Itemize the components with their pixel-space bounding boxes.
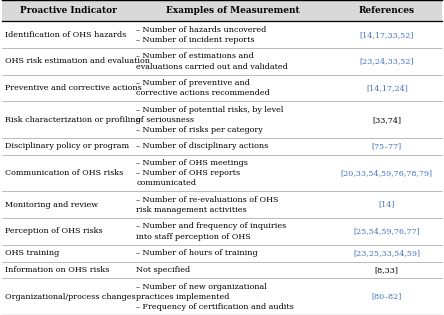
- Bar: [2, 218, 442, 245]
- Bar: [2, 192, 442, 218]
- Text: – Number of hours of training: – Number of hours of training: [136, 249, 258, 257]
- Text: – Number of new organizational
practices implemented
– Frequency of certificatio: – Number of new organizational practices…: [136, 283, 294, 311]
- Bar: [2, 262, 442, 278]
- Text: [8,33]: [8,33]: [375, 266, 399, 274]
- Bar: [2, 48, 442, 75]
- Text: Monitoring and review: Monitoring and review: [5, 201, 98, 209]
- Text: Disciplinary policy or program: Disciplinary policy or program: [5, 142, 129, 151]
- Text: Preventive and corrective actions: Preventive and corrective actions: [5, 84, 142, 92]
- Text: [23,24,33,52]: [23,24,33,52]: [360, 57, 414, 66]
- Text: References: References: [359, 6, 415, 15]
- Bar: [2, 138, 442, 155]
- Text: [23,25,33,54,59]: [23,25,33,54,59]: [353, 249, 420, 257]
- Text: Communication of OHS risks: Communication of OHS risks: [5, 169, 123, 177]
- Text: Organizational/process changes: Organizational/process changes: [5, 293, 135, 301]
- Bar: [2, 155, 442, 192]
- Bar: [2, 278, 442, 315]
- Text: OHS training: OHS training: [5, 249, 59, 257]
- Bar: [2, 75, 442, 101]
- Text: Perception of OHS risks: Perception of OHS risks: [5, 227, 103, 236]
- Text: – Number of re-evaluations of OHS
risk management activities: – Number of re-evaluations of OHS risk m…: [136, 196, 279, 214]
- Text: [14,17,33,52]: [14,17,33,52]: [360, 31, 414, 39]
- Bar: [2, 245, 442, 262]
- Text: [80–82]: [80–82]: [372, 293, 402, 301]
- Bar: [2, 21, 442, 48]
- Text: [75–77]: [75–77]: [372, 142, 402, 151]
- Text: – Number and frequency of inquiries
into staff perception of OHS: – Number and frequency of inquiries into…: [136, 222, 286, 241]
- Text: [14,17,24]: [14,17,24]: [366, 84, 408, 92]
- Text: OHS risk estimation and evaluation: OHS risk estimation and evaluation: [5, 57, 150, 66]
- Text: – Number of estimations and
evaluations carried out and validated: – Number of estimations and evaluations …: [136, 52, 288, 71]
- Text: [14]: [14]: [379, 201, 395, 209]
- Bar: [2, 101, 442, 138]
- Text: Not specified: Not specified: [136, 266, 190, 274]
- Text: Risk characterization or profiling: Risk characterization or profiling: [5, 116, 140, 124]
- Text: – Number of OHS meetings
– Number of OHS reports
communicated: – Number of OHS meetings – Number of OHS…: [136, 159, 248, 187]
- Text: – Number of hazards uncovered
– Number of incident reports: – Number of hazards uncovered – Number o…: [136, 26, 266, 44]
- Text: [25,54,59,76,77]: [25,54,59,76,77]: [353, 227, 420, 236]
- Text: Examples of Measurement: Examples of Measurement: [166, 6, 300, 15]
- Text: – Number of preventive and
corrective actions recommended: – Number of preventive and corrective ac…: [136, 79, 270, 97]
- Text: Identification of OHS hazards: Identification of OHS hazards: [5, 31, 126, 39]
- Text: – Number of potential risks, by level
of seriousness
– Number of risks per categ: – Number of potential risks, by level of…: [136, 106, 284, 134]
- Bar: [2, 0, 442, 21]
- Text: [33,74]: [33,74]: [372, 116, 401, 124]
- Text: – Number of disciplinary actions: – Number of disciplinary actions: [136, 142, 269, 151]
- Text: Information on OHS risks: Information on OHS risks: [5, 266, 109, 274]
- Text: [20,33,54,59,76,78,79]: [20,33,54,59,76,78,79]: [341, 169, 433, 177]
- Text: Proactive Indicator: Proactive Indicator: [20, 6, 117, 15]
